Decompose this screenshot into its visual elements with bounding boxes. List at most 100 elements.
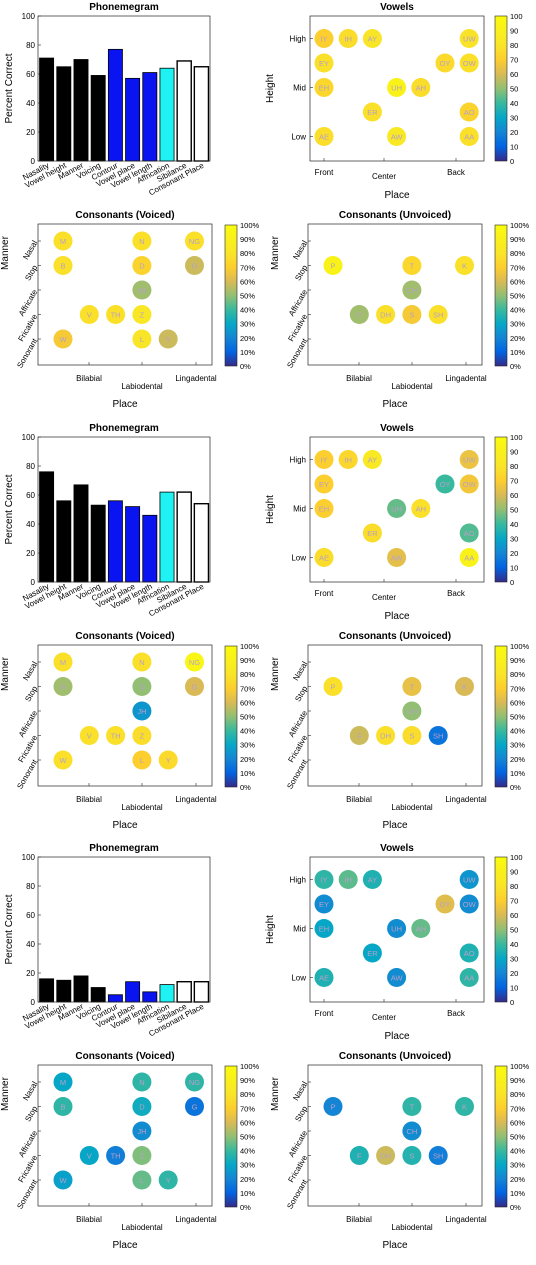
consonants-voiced-colorbar-tick-label: 60% [240, 277, 255, 286]
vowel-marker [387, 968, 407, 987]
vowels-y-tick-label: High [290, 35, 306, 44]
consonants-voiced-y-tick-label: Nasal [21, 1080, 39, 1102]
consonants-voiced-marker-label: N [139, 237, 144, 246]
phonemegram-y-tick-label: 40 [26, 940, 35, 949]
vowels-colorbar [494, 856, 508, 1003]
consonants-voiced-point: N [132, 231, 152, 251]
vowel-marker [459, 474, 479, 494]
vowel-marker [314, 53, 334, 73]
vowel-point: AY [362, 29, 382, 48]
vowel-marker [387, 499, 407, 518]
consonants-unvoiced-point: F [349, 1146, 369, 1165]
phonemegram-bar [193, 981, 210, 1003]
consonants-voiced-colorbar-tick-label: 70% [240, 1104, 255, 1113]
vowel-point: OY [435, 894, 455, 914]
consonants-unvoiced-point: K [455, 677, 474, 696]
phonemegram-bar [107, 994, 123, 1003]
vowel-point: AH [411, 78, 431, 97]
vowel-marker [387, 548, 407, 567]
vowels-colorbar-tick-label: 10 [510, 143, 518, 152]
vowel-marker [459, 523, 479, 543]
consonants-unvoiced-colorbar-tick-label: 100% [510, 642, 530, 651]
consonants-unvoiced-marker-label: SH [433, 732, 443, 741]
phonemegram-y-tick-label: 20 [26, 549, 35, 558]
consonants-voiced-marker-label: W [59, 756, 67, 765]
consonants-unvoiced-title: Consonants (Unvoiced) [339, 1051, 451, 1062]
consonants-unvoiced-point: S [402, 1146, 422, 1165]
vowels-colorbar-tick-label: 80 [510, 882, 518, 891]
vowels-y-tick-label: Mid [293, 505, 306, 514]
vowel-point: AH [411, 919, 431, 938]
vowels-colorbar-tick-label: 70 [510, 477, 518, 486]
consonants-voiced-point: M [53, 1072, 73, 1092]
consonants-voiced-colorbar-tick-label: 60% [240, 698, 255, 707]
consonants-unvoiced-axes-box [307, 223, 483, 366]
vowel-marker [435, 894, 455, 914]
consonants-unvoiced-point: P [323, 256, 343, 275]
vowel-marker [459, 548, 479, 567]
vowel-marker-label: EY [319, 59, 329, 68]
phonemegram-bar [39, 978, 55, 1003]
vowels-y-label: Height [265, 915, 276, 944]
phonemegram-bar [39, 471, 55, 583]
consonants-voiced-marker-label: Z [140, 311, 145, 320]
consonants-voiced-y-tick-label: Stop [23, 684, 39, 703]
vowel-marker-label: AO [464, 108, 475, 117]
vowel-marker-label: OW [463, 480, 477, 489]
phonemegram-y-tick-label: 80 [26, 41, 35, 50]
consonants-voiced-colorbar-tick-label: 50% [240, 1133, 255, 1142]
consonants-unvoiced-point: CH [402, 280, 422, 300]
vowels-colorbar-tick-label: 80 [510, 462, 518, 471]
consonants-unvoiced-marker [428, 726, 448, 745]
consonants-voiced-marker [185, 1072, 204, 1092]
vowels-colorbar-tick-label: 20 [510, 969, 518, 978]
consonants-unvoiced-y-tick-label: Affricate [287, 1129, 310, 1159]
consonants-voiced-y-tick-label: Sonorant [15, 1177, 39, 1210]
vowels-colorbar-tick-label: 80 [510, 41, 518, 50]
consonants-voiced-x-tick-label: Labiodental [121, 382, 163, 391]
vowel-marker-label: AA [464, 133, 474, 142]
consonants-voiced-marker-label: G [192, 1103, 198, 1112]
consonants-voiced-marker-label: Y [166, 756, 171, 765]
consonants-unvoiced-marker [428, 305, 448, 324]
consonants-unvoiced-marker-label: T [410, 683, 415, 692]
consonants-unvoiced-colorbar-tick-label: 70% [510, 684, 525, 693]
consonants-voiced-marker-label: Z [140, 1152, 145, 1161]
vowel-marker-label: AH [416, 84, 426, 93]
consonants-voiced-marker-label: NG [189, 1078, 200, 1087]
vowels-colorbar-tick-label: 70 [510, 897, 518, 906]
consonants-unvoiced-marker-label: T [410, 262, 415, 271]
vowel-marker-label: UH [391, 925, 402, 934]
consonants-voiced-colorbar-tick-label: 70% [240, 263, 255, 272]
vowel-marker [459, 127, 479, 146]
consonants-voiced-y-tick-label: Fricative [16, 733, 39, 764]
consonants-voiced-y-tick-label: Nasal [21, 660, 39, 682]
vowel-point: AA [459, 127, 479, 146]
consonants-unvoiced-y-tick-label: Stop [293, 263, 309, 282]
vowels-x-tick-label: Center [372, 1013, 396, 1022]
consonants-voiced-marker [53, 231, 73, 251]
phonemegram-bar [90, 987, 106, 1003]
phonemegram-bar [56, 500, 72, 583]
consonants-unvoiced-marker [402, 256, 422, 275]
consonants-unvoiced-colorbar-tick-label: 100% [510, 221, 530, 230]
consonants-unvoiced-colorbar-tick-label: 60% [510, 698, 525, 707]
vowel-point: OW [459, 894, 479, 914]
phonemegram-bar [142, 991, 158, 1003]
consonants-unvoiced-marker-label: T [410, 1103, 415, 1112]
consonants-unvoiced-marker-label: SH [433, 1152, 443, 1161]
consonants-unvoiced-marker [376, 305, 396, 324]
vowel-marker [411, 919, 431, 938]
consonants-voiced-marker [53, 1170, 73, 1190]
phonemegram-title: Phonemegram [89, 423, 159, 434]
consonants-voiced-marker-label: D [139, 262, 145, 271]
consonants-voiced-point: B [53, 677, 73, 696]
vowels-x-label: Place [384, 1031, 409, 1042]
vowels-y-label: Height [265, 495, 276, 524]
vowels-x-tick-label: Back [447, 589, 466, 598]
consonants-unvoiced-point: DH [376, 305, 396, 324]
consonants-unvoiced-colorbar-tick-label: 80% [510, 670, 525, 679]
vowel-marker-label: AE [319, 554, 329, 563]
consonants-unvoiced-colorbar-tick-label: 30% [510, 741, 525, 750]
